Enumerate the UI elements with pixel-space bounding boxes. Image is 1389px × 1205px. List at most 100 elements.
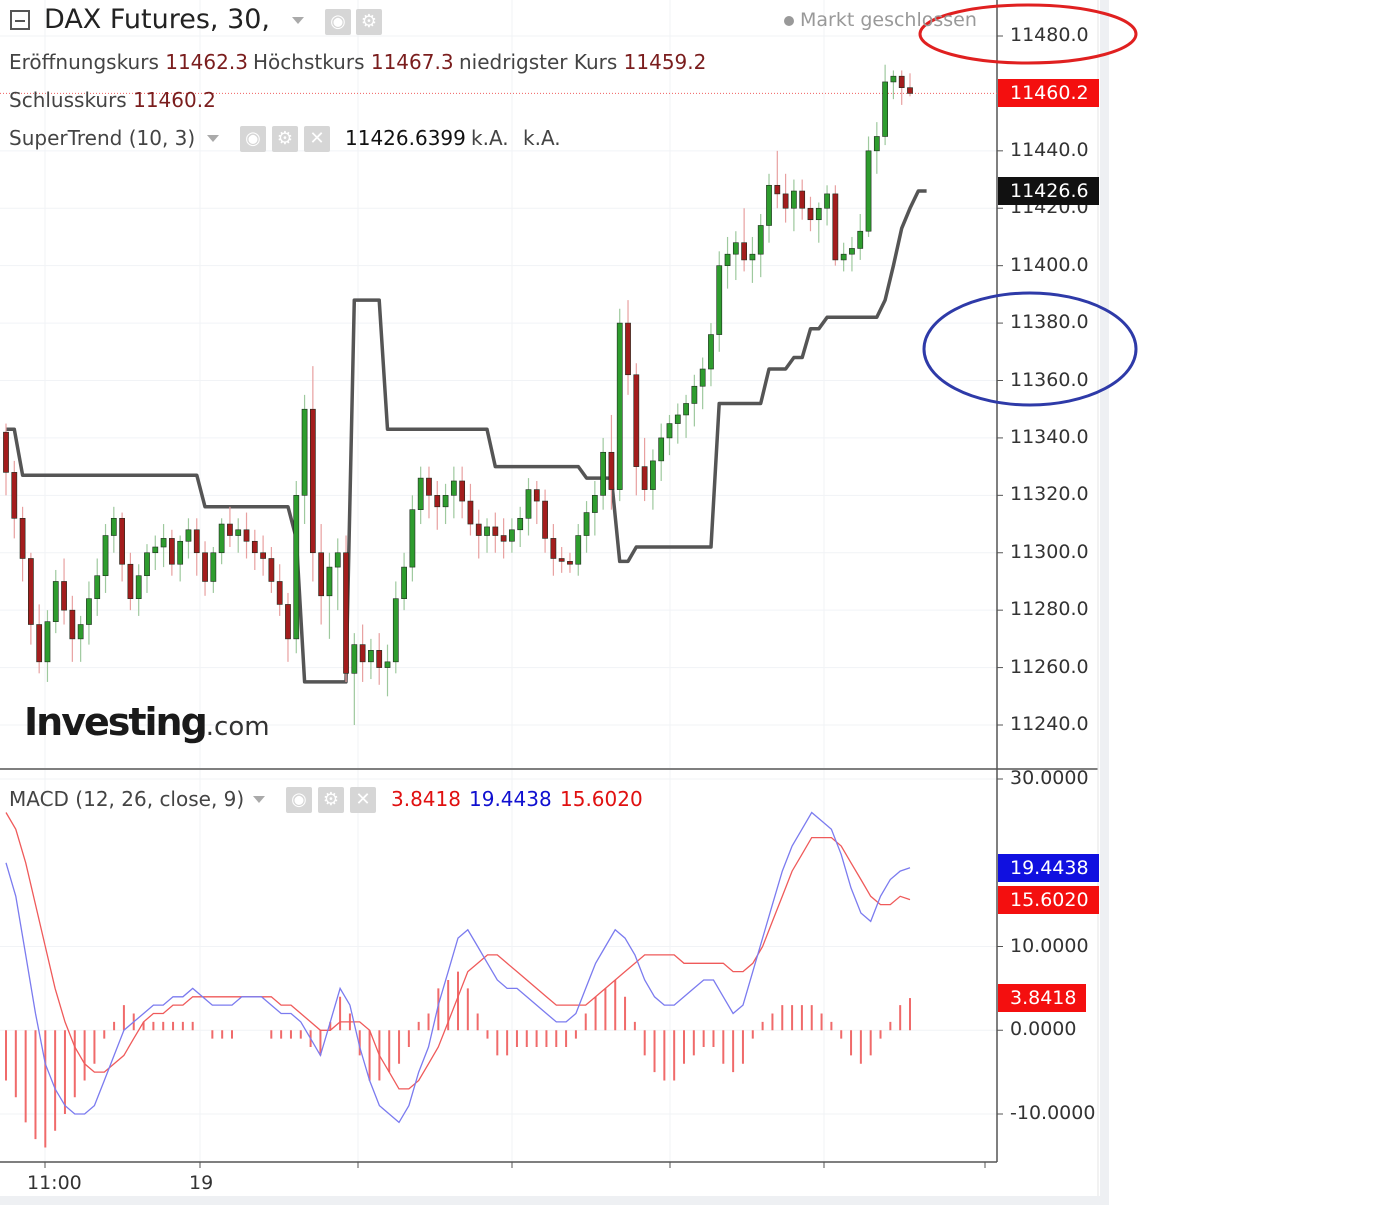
gear-icon[interactable]: ⚙ <box>356 9 382 35</box>
candle-body <box>144 552 150 577</box>
candle <box>691 374 698 427</box>
low-value: 11459.2 <box>623 50 707 74</box>
candle-body <box>251 540 258 554</box>
candle <box>509 518 515 553</box>
candle <box>318 524 325 625</box>
candle-body <box>683 403 689 416</box>
candle-body <box>509 529 515 542</box>
macd-tick: 0.0000 <box>1010 1018 1077 1041</box>
candle-body <box>392 598 399 663</box>
candle-body <box>301 408 308 496</box>
candle-body <box>824 193 830 209</box>
candle-body <box>227 523 233 536</box>
candle-body <box>732 242 739 255</box>
chevron-down-icon[interactable] <box>292 17 304 24</box>
eye-icon[interactable]: ◉ <box>325 9 351 35</box>
candle-body <box>401 566 407 599</box>
candle <box>558 547 565 573</box>
candle-body <box>882 81 888 137</box>
candle-body <box>326 566 333 597</box>
chevron-down-icon[interactable] <box>253 796 265 803</box>
candle <box>633 363 640 496</box>
candle <box>368 638 374 680</box>
candle-body <box>807 207 814 221</box>
macd-line <box>5 811 911 1124</box>
annotations <box>918 3 1138 407</box>
candle-body <box>160 538 167 548</box>
candle <box>384 644 391 697</box>
time-tick: 19 <box>189 1172 214 1194</box>
candle-body <box>36 624 43 663</box>
candle-body <box>235 529 242 536</box>
candle <box>392 581 399 674</box>
candle <box>442 483 449 525</box>
candle-body <box>285 604 291 640</box>
candle-body <box>625 322 631 376</box>
candle-body <box>293 495 300 640</box>
candle <box>550 524 557 576</box>
candle-body <box>525 489 532 519</box>
candle <box>235 518 242 553</box>
price-tick: 11280.0 <box>1010 598 1089 621</box>
candle-body <box>898 75 905 88</box>
eye-icon[interactable]: ◉ <box>286 787 312 813</box>
candle <box>683 394 689 438</box>
candle <box>193 518 200 576</box>
candle <box>343 535 349 682</box>
candle <box>591 480 598 536</box>
candle-body <box>268 558 275 582</box>
candle <box>19 506 26 582</box>
candle <box>450 466 457 519</box>
candle <box>641 437 648 502</box>
candle-body <box>110 517 117 536</box>
candle-body <box>19 517 26 559</box>
candle <box>708 323 714 387</box>
brand-name: Investing <box>24 700 208 744</box>
candle <box>882 64 888 146</box>
candle-body <box>666 423 673 439</box>
candle-body <box>575 535 582 565</box>
candle-body <box>890 75 897 83</box>
chevron-down-icon[interactable] <box>207 135 219 142</box>
candle-body <box>650 460 656 490</box>
candle-body <box>276 581 283 605</box>
gear-icon[interactable]: ⚙ <box>318 787 344 813</box>
candle-body <box>633 374 640 467</box>
candle-body <box>169 538 175 565</box>
price-tick: 11440.0 <box>1010 138 1089 161</box>
candle-body <box>69 609 76 640</box>
candle-body <box>3 431 9 473</box>
candle-body <box>193 529 200 554</box>
candle <box>52 569 59 634</box>
candle-body <box>426 477 432 496</box>
candle-body <box>127 563 134 599</box>
candle-body <box>434 495 441 508</box>
gear-icon[interactable]: ⚙ <box>272 126 298 152</box>
candle <box>732 231 739 281</box>
close-icon[interactable]: ✕ <box>304 126 330 152</box>
candle-body <box>243 529 250 542</box>
candle <box>334 538 341 611</box>
candle <box>301 394 308 525</box>
candle <box>28 552 34 645</box>
candle <box>434 480 441 530</box>
close-label: Schlusskurs <box>9 88 127 112</box>
candle-body <box>517 517 524 531</box>
candle <box>658 423 665 481</box>
collapse-icon[interactable] <box>10 10 30 30</box>
candle <box>517 506 524 548</box>
candle-body <box>492 526 499 536</box>
candle <box>616 308 623 502</box>
candle-body <box>409 509 416 568</box>
eye-icon[interactable]: ◉ <box>240 126 266 152</box>
candle <box>409 495 416 582</box>
close-icon[interactable]: ✕ <box>350 787 376 813</box>
candle-body <box>766 184 772 226</box>
candle <box>749 236 756 283</box>
candle <box>417 466 424 525</box>
price-tick: 11480.0 <box>1010 24 1089 46</box>
time-tick: 11:00 <box>27 1172 82 1194</box>
supertrend-tag: 11426.6 <box>998 177 1099 206</box>
supertrend-label: SuperTrend (10, 3) <box>9 126 196 150</box>
